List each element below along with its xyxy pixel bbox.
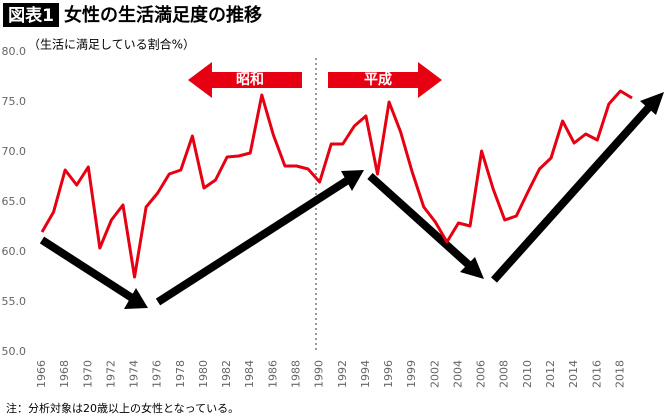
x-tick-label: 2002: [428, 360, 441, 388]
x-tick-label: 1984: [243, 360, 256, 388]
x-tick-label: 1982: [220, 360, 233, 388]
x-tick-label: 1988: [290, 360, 303, 388]
x-tick-label: 1980: [197, 360, 210, 388]
x-tick-label: 1986: [266, 360, 279, 388]
y-tick-label: 80.0: [2, 45, 27, 58]
y-tick-label: 60.0: [2, 245, 27, 258]
x-tick-label: 2018: [613, 360, 626, 388]
x-tick-label: 1972: [104, 360, 117, 388]
y-tick-label: 50.0: [2, 345, 27, 358]
data-line: [40, 89, 633, 279]
x-tick-label: 2006: [475, 360, 488, 388]
x-tick-label: 1990: [313, 360, 326, 388]
x-tick-label: 2014: [567, 360, 580, 388]
x-tick-label: 1974: [128, 360, 141, 388]
era-arrow-right: [328, 62, 442, 98]
subtitle: （生活に満足している割合%）: [28, 37, 195, 52]
y-tick-label: 70.0: [2, 145, 27, 158]
x-tick-label: 1970: [81, 360, 94, 388]
trend-arrows: [39, 92, 664, 309]
title-tag-box: [3, 3, 59, 27]
x-tick-label: 1996: [382, 360, 395, 388]
title-tag: 図表1: [8, 5, 54, 26]
y-tick-label: 75.0: [2, 95, 27, 108]
x-tick-label: 2004: [451, 360, 464, 388]
x-tick-label: 1966: [35, 360, 48, 388]
x-tick-label: 1976: [151, 360, 164, 388]
era-label: 昭和: [236, 72, 264, 88]
chart-title: 女性の生活満足度の推移: [64, 4, 262, 26]
x-tick-label: 1994: [359, 360, 372, 388]
x-tick-label: 1968: [58, 360, 71, 388]
x-tick-label: 1999: [405, 360, 418, 388]
y-tick-label: 55.0: [2, 295, 27, 308]
x-tick-label: 2010: [521, 360, 534, 388]
y-tick-label: 65.0: [2, 195, 27, 208]
x-tick-label: 1978: [174, 360, 187, 388]
x-tick-label: 2008: [498, 360, 511, 388]
era-label: 平成: [364, 71, 392, 88]
x-tick-label: 2016: [590, 360, 603, 388]
x-tick-label: 2012: [544, 360, 557, 388]
note: 注：分析対象は20歳以上の女性となっている。: [6, 401, 239, 415]
x-tick-label: 1992: [336, 360, 349, 388]
era-arrow-left: [188, 62, 302, 98]
